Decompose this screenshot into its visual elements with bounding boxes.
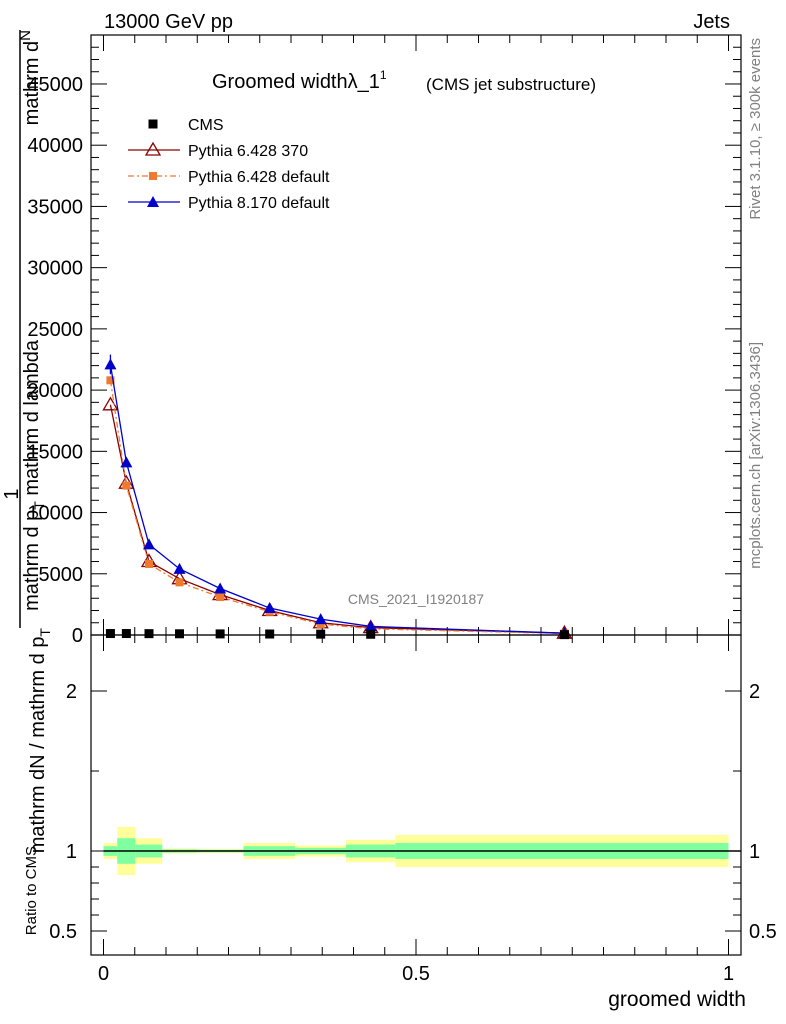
data-point-marker (145, 559, 153, 568)
ratio-y-tick-label-left: 2 (66, 681, 77, 703)
data-point-marker (214, 582, 227, 594)
main-series-layer (102, 354, 573, 640)
data-point-marker (366, 629, 376, 639)
data-point-marker (121, 629, 131, 639)
data-point-marker (106, 376, 115, 385)
ratio-y-tick-label-right: 1 (749, 841, 760, 863)
chart-title: Groomed widthλ_11 (212, 68, 387, 93)
data-point-marker (143, 538, 155, 550)
ratio-y-tick-label-right: 2 (749, 681, 760, 703)
data-point-marker (314, 613, 327, 625)
y-label-den-sub: T (31, 501, 47, 510)
main-y-tick-label: 20000 (27, 380, 83, 402)
ratio-plot-frame (90, 634, 742, 956)
legend-label: CMS (188, 117, 224, 134)
ratio-y-axis-label: Ratio to CMS (23, 846, 40, 935)
header-left: 13000 GeV pp (104, 11, 233, 33)
data-point-marker (175, 629, 184, 639)
y-label-inverse-denominator: mathrm dN / mathrm d pT (27, 628, 53, 854)
main-y-axis-label: mathrm dN mathrm d pT mathrm d lambda 1 … (1, 30, 53, 853)
y-label-numerator: mathrm dN (17, 30, 43, 125)
main-y-tick-label: 40000 (27, 135, 83, 157)
x-tick-label: 1 (723, 963, 734, 985)
data-point-marker (265, 629, 275, 639)
data-point-marker (175, 578, 184, 587)
x-axis-label: groomed width (608, 988, 746, 1011)
data-point-marker (104, 358, 117, 370)
series-line (109, 364, 565, 634)
main-y-tick-label: 35000 (27, 196, 83, 218)
ratio-y-tick-label-right: 0.5 (749, 921, 777, 943)
legend-marker (144, 141, 162, 156)
data-point-marker (120, 456, 133, 468)
ratio-axis-ticks (91, 635, 741, 955)
main-y-tick-label: 45000 (27, 74, 83, 96)
data-point-marker (215, 629, 225, 639)
y-label-inv-den: mathrm dN / mathrm d p (27, 637, 49, 854)
ratio-y-tick-label-left: 1 (66, 841, 77, 863)
data-point-marker (364, 620, 377, 632)
data-point-marker (122, 481, 131, 490)
data-point-marker (105, 629, 115, 639)
main-y-tick-label: 0 (72, 625, 83, 647)
y-label-inverse: 1 (1, 488, 23, 499)
header-right: Jets (693, 11, 730, 33)
ratio-y-tick-labels: 0.5 0.5 1 1 2 2 (49, 681, 777, 943)
data-point-marker (263, 602, 276, 614)
main-y-tick-labels: 0 5000 10000 15000 20000 25000 30000 35000 40000… (27, 74, 83, 647)
data-point-marker (144, 629, 154, 639)
main-y-tick-label: 10000 (27, 503, 83, 525)
y-label-inv-den-sub: T (37, 628, 53, 637)
ratio-y-tick-label-left: 0.5 (49, 921, 77, 943)
y-label-denominator: mathrm d pT mathrm d lambda (21, 339, 47, 611)
main-y-tick-label: 15000 (27, 441, 83, 463)
x-tick-label: 0 (98, 963, 109, 985)
x-tick-labels: 0 0.5 1 (98, 963, 734, 985)
data-point-marker (316, 629, 326, 639)
ratio-plot-panel: 0.5 0.51 12 2 0 0.5 1 Ratio to CMS groomed wi… (23, 634, 777, 1011)
legend-label: Pythia 8.170 default (188, 195, 330, 212)
data-point-marker (173, 562, 186, 574)
data-point-marker (216, 593, 225, 602)
main-y-tick-label: 25000 (27, 319, 83, 341)
series-line (109, 380, 565, 635)
chart-subtitle: (CMS jet substructure) (426, 75, 596, 94)
side-label-top: Rivet 3.1.10, ≥ 300k events (747, 38, 764, 220)
y-label-den: mathrm d p (21, 510, 43, 611)
main-y-tick-label: 30000 (27, 258, 83, 280)
series-line (109, 404, 565, 634)
legend-marker (149, 172, 157, 180)
legend-label: Pythia 6.428 default (188, 169, 330, 186)
chart-title-sup: 1 (380, 68, 387, 82)
y-label-num-pre: mathrm d (21, 41, 43, 125)
side-label-bottom: mcplots.cern.ch [arXiv:1306.3436] (747, 342, 764, 569)
chart-title-symbol: λ_1 (348, 71, 380, 93)
y-label-num-N: N (17, 30, 34, 41)
legend-marker (147, 196, 159, 207)
analysis-watermark: CMS_2021_I1920187 (348, 591, 484, 607)
legend-label: Pythia 6.428 370 (188, 143, 308, 160)
ratio-uncertainty-bands (103, 827, 741, 875)
legend: CMS Pythia 6.428 370 Pythia 6.428 default P… (128, 117, 330, 212)
main-y-tick-label: 5000 (39, 564, 84, 586)
legend-marker (148, 119, 158, 129)
y-label-den-post: mathrm d lambda (21, 339, 43, 501)
x-tick-label: 0.5 (402, 963, 430, 985)
main-plot-panel: 0 5000 10000 15000 20000 25000 30000 35000 40000… (27, 34, 742, 647)
chart-title-text: Groomed width (212, 71, 348, 93)
